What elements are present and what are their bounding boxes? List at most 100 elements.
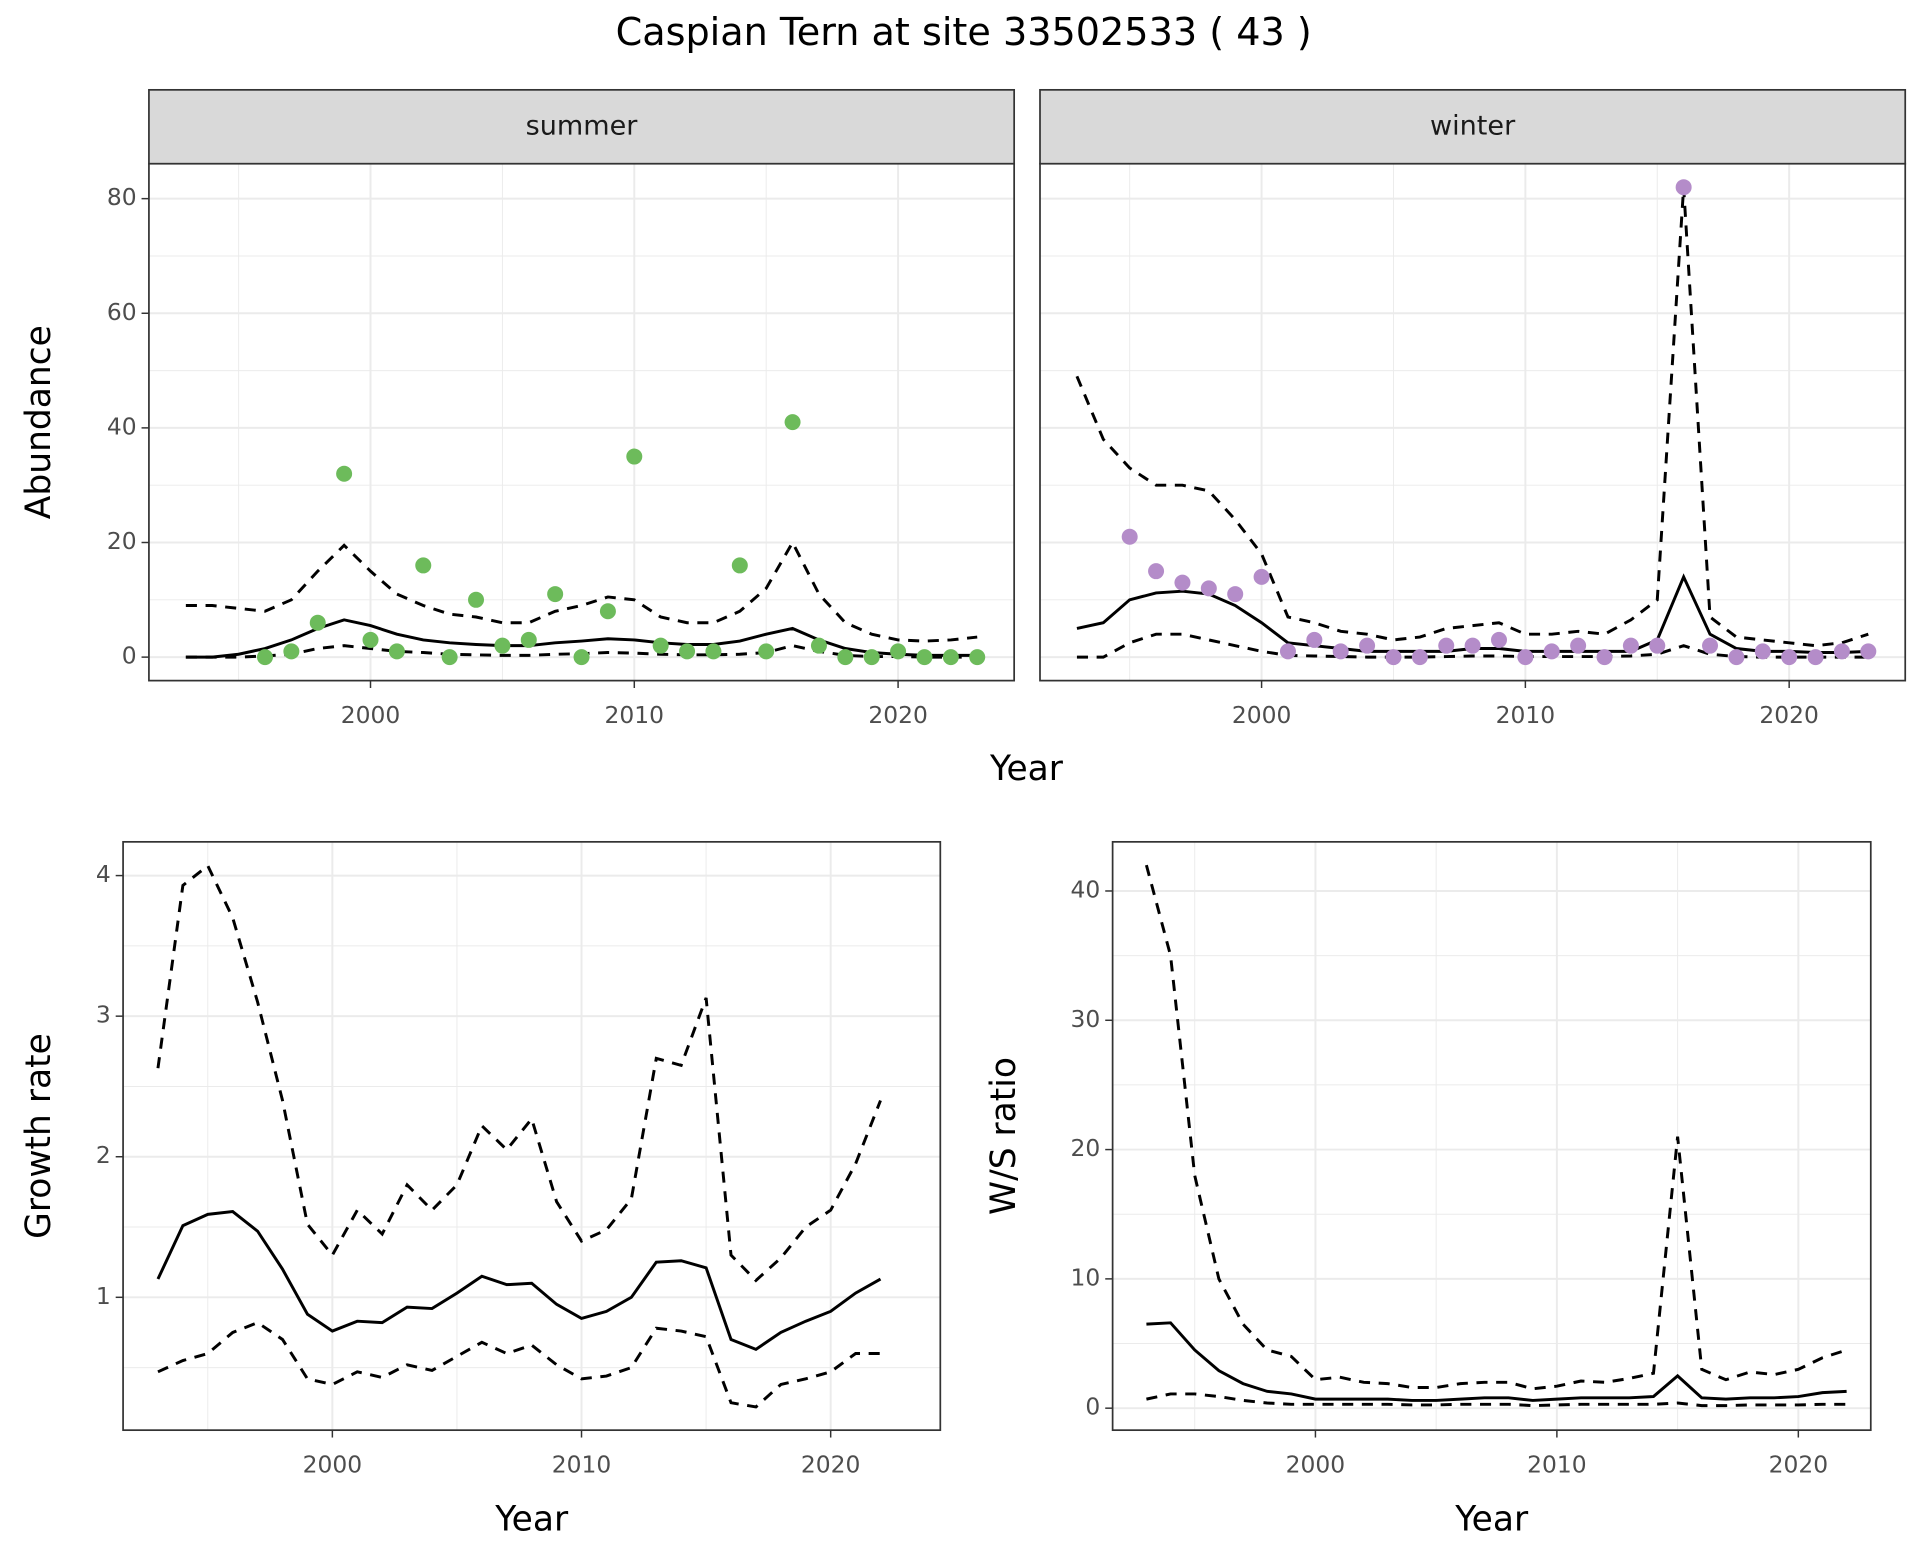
data-point bbox=[1807, 649, 1824, 666]
data-point bbox=[784, 414, 801, 431]
y-tick-label: 2 bbox=[96, 1141, 111, 1169]
data-point bbox=[573, 649, 590, 666]
panel-background bbox=[148, 163, 1015, 681]
data-point bbox=[837, 649, 854, 666]
interval-line bbox=[156, 863, 882, 1283]
data-point bbox=[283, 643, 300, 660]
x-axis-title: Year bbox=[1454, 1500, 1529, 1540]
facet-label: summer bbox=[526, 110, 639, 141]
y-tick-label: 3 bbox=[96, 1001, 111, 1029]
interval-line bbox=[157, 1320, 881, 1409]
data-point bbox=[863, 649, 880, 666]
facet-label: winter bbox=[1430, 110, 1516, 141]
panel-background bbox=[1040, 163, 1906, 681]
y-tick-label: 0 bbox=[1085, 1393, 1100, 1421]
data-point bbox=[1332, 643, 1349, 660]
data-point bbox=[942, 649, 959, 666]
y-axis-title: W/S ratio bbox=[984, 1057, 1024, 1215]
data-point bbox=[810, 637, 827, 654]
data-point bbox=[890, 643, 907, 660]
data-point bbox=[731, 557, 748, 574]
data-point bbox=[969, 649, 986, 666]
data-point bbox=[1596, 649, 1613, 666]
data-point bbox=[1490, 631, 1507, 648]
interval-line bbox=[185, 539, 978, 643]
data-point bbox=[336, 465, 353, 482]
x-tick-label: 2010 bbox=[1496, 701, 1556, 729]
x-tick-label: 2000 bbox=[303, 1450, 363, 1478]
panel-background bbox=[1112, 841, 1871, 1431]
data-point bbox=[309, 614, 326, 631]
y-tick-label: 40 bbox=[107, 412, 137, 440]
data-point bbox=[1121, 528, 1138, 545]
x-tick-label: 2010 bbox=[605, 701, 664, 729]
y-axis-title: Growth rate bbox=[19, 1033, 59, 1239]
data-point bbox=[547, 586, 564, 603]
data-point bbox=[1411, 649, 1428, 666]
data-point bbox=[1385, 649, 1402, 666]
data-point bbox=[494, 637, 511, 654]
y-tick-label: 4 bbox=[96, 860, 111, 888]
y-tick-label: 10 bbox=[1071, 1263, 1101, 1291]
data-point bbox=[441, 649, 458, 666]
data-point bbox=[1781, 649, 1798, 666]
data-point bbox=[520, 631, 537, 648]
interval-line bbox=[1144, 864, 1848, 1391]
data-point bbox=[1675, 179, 1692, 196]
x-axis-title: Year bbox=[494, 1500, 569, 1540]
interval-line bbox=[1075, 187, 1869, 648]
x-tick-label: 2020 bbox=[1759, 701, 1819, 729]
data-point bbox=[256, 649, 273, 666]
data-point bbox=[1543, 643, 1560, 660]
data-point bbox=[1174, 574, 1191, 591]
x-tick-label: 2020 bbox=[868, 701, 928, 729]
data-point bbox=[1570, 637, 1587, 654]
panel-background bbox=[123, 841, 941, 1431]
data-point bbox=[415, 557, 432, 574]
data-point bbox=[388, 643, 405, 660]
x-tick-label: 2020 bbox=[801, 1450, 861, 1478]
data-point bbox=[1833, 643, 1850, 660]
y-axis-title: Abundance bbox=[19, 325, 59, 519]
panel-border bbox=[122, 840, 942, 1432]
x-tick-label: 2000 bbox=[1232, 701, 1292, 729]
data-point bbox=[1649, 637, 1666, 654]
data-point bbox=[1227, 586, 1244, 603]
y-tick-label: 80 bbox=[107, 183, 137, 211]
data-point bbox=[599, 603, 616, 620]
data-point bbox=[916, 649, 933, 666]
trend-line bbox=[156, 1210, 882, 1351]
panel-border bbox=[1111, 840, 1872, 1432]
data-point bbox=[1438, 637, 1455, 654]
data-point bbox=[679, 643, 696, 660]
y-tick-label: 40 bbox=[1071, 875, 1101, 903]
data-point bbox=[1622, 637, 1639, 654]
x-tick-label: 2010 bbox=[552, 1450, 612, 1478]
x-tick-label: 2000 bbox=[341, 701, 401, 729]
data-point bbox=[1464, 637, 1481, 654]
data-point bbox=[468, 591, 485, 608]
figure-title: Caspian Tern at site 33502533 ( 43 ) bbox=[616, 10, 1312, 54]
data-point bbox=[1200, 580, 1217, 597]
x-tick-label: 2000 bbox=[1286, 1450, 1346, 1478]
data-point bbox=[626, 448, 643, 465]
data-point bbox=[705, 643, 722, 660]
facet-strip bbox=[1039, 88, 1907, 165]
y-tick-label: 1 bbox=[96, 1282, 111, 1310]
y-tick-label: 0 bbox=[122, 642, 137, 670]
data-point bbox=[1754, 643, 1771, 660]
x-tick-label: 2010 bbox=[1527, 1450, 1587, 1478]
data-point bbox=[1253, 568, 1270, 585]
data-point bbox=[1702, 637, 1719, 654]
y-tick-label: 30 bbox=[1071, 1005, 1101, 1033]
data-point bbox=[1517, 649, 1534, 666]
data-point bbox=[652, 637, 669, 654]
data-point bbox=[1860, 643, 1877, 660]
data-point bbox=[1306, 631, 1323, 648]
x-tick-label: 2020 bbox=[1769, 1450, 1829, 1478]
data-point bbox=[1148, 563, 1165, 580]
facet-strip bbox=[148, 88, 1016, 165]
y-tick-label: 60 bbox=[107, 298, 137, 326]
